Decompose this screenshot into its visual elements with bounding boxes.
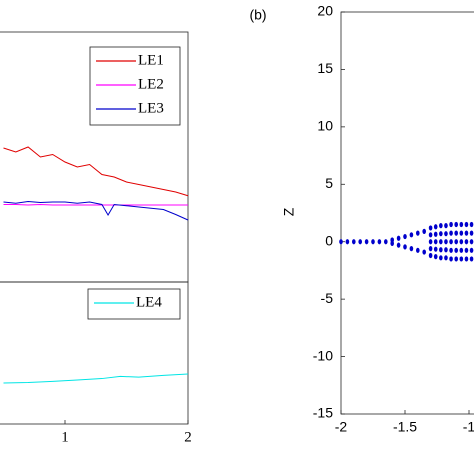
legend-label: LE4 <box>136 294 162 310</box>
x-tick-label: -2 <box>335 419 348 435</box>
y-tick-label: 20 <box>317 3 333 19</box>
y-tick-label: -15 <box>313 405 333 421</box>
point <box>422 249 427 255</box>
point <box>428 239 433 245</box>
point <box>433 246 438 252</box>
point <box>459 256 464 262</box>
point <box>449 256 453 262</box>
line <box>3 203 188 206</box>
panel-label: (b) <box>249 7 266 23</box>
point <box>464 239 469 245</box>
legend-box <box>89 46 181 126</box>
point <box>377 239 382 245</box>
point <box>428 232 433 238</box>
point <box>464 221 469 228</box>
point <box>403 233 407 240</box>
point <box>422 228 427 234</box>
point <box>459 221 464 228</box>
point <box>364 239 369 245</box>
point <box>439 247 443 253</box>
point <box>428 252 433 259</box>
point <box>464 230 469 236</box>
point <box>439 255 443 261</box>
point <box>371 239 375 245</box>
legend-label: LE2 <box>138 76 164 92</box>
point <box>416 247 420 253</box>
point <box>439 223 443 229</box>
point <box>469 256 474 262</box>
point <box>409 246 414 252</box>
point <box>449 247 453 253</box>
legend-label: LE1 <box>138 52 164 68</box>
point <box>428 225 433 231</box>
y-tick-label: -10 <box>313 347 333 363</box>
legend-label: LE3 <box>138 100 164 116</box>
x-tick-label: -1.5 <box>393 419 417 435</box>
point <box>433 254 438 260</box>
point <box>469 221 474 228</box>
point <box>416 230 420 236</box>
axes-frame <box>340 11 474 415</box>
point <box>444 239 448 245</box>
x-tick-label: -1 <box>463 419 474 435</box>
point <box>469 230 474 236</box>
point <box>384 239 388 245</box>
point <box>449 239 453 245</box>
point <box>439 239 443 245</box>
point <box>444 223 448 229</box>
point <box>409 232 414 238</box>
point <box>454 256 459 262</box>
point <box>454 239 459 245</box>
x-tick-label: 1 <box>61 429 69 445</box>
point <box>396 242 401 248</box>
point <box>464 247 469 253</box>
point <box>428 246 433 252</box>
point <box>459 230 464 236</box>
point <box>352 239 356 245</box>
x-tick-label: 2 <box>184 429 192 445</box>
point <box>403 244 407 250</box>
point <box>444 231 448 237</box>
point <box>433 224 438 230</box>
y-tick-label: 15 <box>317 60 333 76</box>
point <box>449 221 453 228</box>
point <box>459 239 464 245</box>
point <box>459 247 464 253</box>
line <box>3 373 189 384</box>
y-tick-label: 0 <box>325 232 333 248</box>
y-tick-label: -5 <box>321 290 334 306</box>
point <box>449 230 453 236</box>
point <box>439 231 443 237</box>
point <box>358 239 363 245</box>
point <box>345 239 350 245</box>
point <box>469 239 474 245</box>
point <box>339 239 343 245</box>
legend-box <box>87 288 181 320</box>
point <box>464 256 469 262</box>
line <box>3 146 189 197</box>
point <box>454 247 459 253</box>
point <box>454 221 459 228</box>
point <box>396 235 401 241</box>
y-tick-label: 10 <box>317 118 333 134</box>
point <box>444 247 448 253</box>
point <box>433 239 438 245</box>
point <box>444 255 448 261</box>
point <box>433 231 438 237</box>
point <box>454 230 459 236</box>
y-axis-label: Z <box>281 207 297 216</box>
line <box>3 200 189 221</box>
point <box>390 240 395 247</box>
y-tick-label: 5 <box>325 175 333 191</box>
point <box>469 247 474 253</box>
